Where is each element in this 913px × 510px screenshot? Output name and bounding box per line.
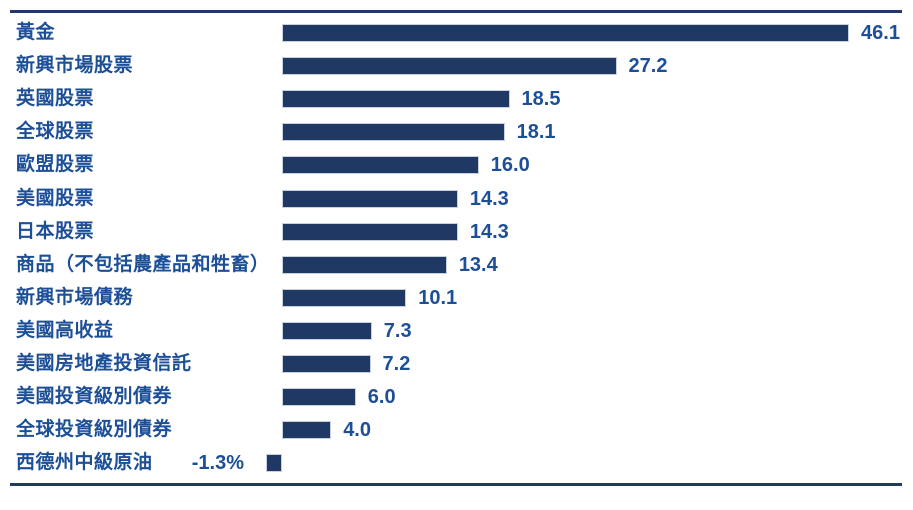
bar-row: 全球股票 18.1 <box>0 121 913 143</box>
value-label: 4.0 <box>343 419 371 442</box>
bar-row: 英國股票 18.5 <box>0 88 913 110</box>
value-label: 16.0 <box>490 154 530 177</box>
bar-row: 黃金 46.1 <box>0 22 913 44</box>
bar-row: 西德州中級原油 -1.3% <box>0 452 913 474</box>
category-label: 西德州中級原油 <box>16 452 153 474</box>
value-label: 7.2 <box>382 353 411 375</box>
value-label: 14.3 <box>469 220 509 243</box>
bar-row: 美國高收益 7.3 <box>0 320 913 342</box>
category-label: 全球投資級別債券 <box>16 419 173 441</box>
value-label: 6.0 <box>367 386 396 409</box>
bar-row: 全球投資級別債券 4.0 <box>0 419 913 441</box>
category-label: 英國股票 <box>16 88 95 110</box>
bar <box>282 222 458 241</box>
value-label: 18.5 <box>521 88 561 111</box>
bar <box>282 321 372 340</box>
bar <box>282 388 356 407</box>
category-label: 美國股票 <box>16 187 95 209</box>
value-label: 27.2 <box>628 55 668 78</box>
bar-row: 美國房地產投資信託 7.2 <box>0 353 913 375</box>
bar <box>282 57 617 76</box>
value-label: -1.3% <box>191 452 245 475</box>
value-label: 18.1 <box>516 121 556 144</box>
category-label: 黃金 <box>16 22 56 43</box>
bar <box>282 288 407 307</box>
value-label: 14.3 <box>469 187 509 210</box>
bar <box>282 421 332 440</box>
value-label: 10.1 <box>418 286 458 309</box>
bar-row: 歐盟股票 16.0 <box>0 154 913 176</box>
bar-row: 新興市場股票 27.2 <box>0 55 913 77</box>
category-label: 日本股票 <box>16 220 95 242</box>
bar <box>282 255 447 274</box>
category-label: 新興市場股票 <box>16 55 134 77</box>
bar <box>282 156 479 175</box>
value-label: 46.1 <box>861 22 900 44</box>
top-divider <box>10 10 902 13</box>
category-label: 全球股票 <box>16 121 95 143</box>
bar-row: 美國股票 14.3 <box>0 188 913 210</box>
bar <box>282 123 505 142</box>
category-label: 歐盟股票 <box>16 154 95 176</box>
bar-row: 商品（不包括農產品和牲畜） 13.4 <box>0 254 913 276</box>
value-label: 7.3 <box>383 319 412 342</box>
bar <box>282 90 510 109</box>
category-label: 美國房地產投資信託 <box>16 353 192 374</box>
bar <box>282 189 458 208</box>
category-label: 商品（不包括農產品和牲畜） <box>16 253 270 275</box>
category-label: 美國投資級別債券 <box>16 386 173 408</box>
bar-row: 新興市場債務 10.1 <box>0 287 913 309</box>
bar <box>282 355 371 373</box>
bottom-divider <box>10 483 902 486</box>
bar <box>282 24 850 42</box>
category-label: 新興市場債務 <box>16 286 134 308</box>
value-label: 13.4 <box>458 253 498 276</box>
bar-row: 美國投資級別債券 6.0 <box>0 386 913 408</box>
bar-row: 日本股票 14.3 <box>0 221 913 243</box>
bar <box>266 454 282 473</box>
category-label: 美國高收益 <box>16 319 114 341</box>
